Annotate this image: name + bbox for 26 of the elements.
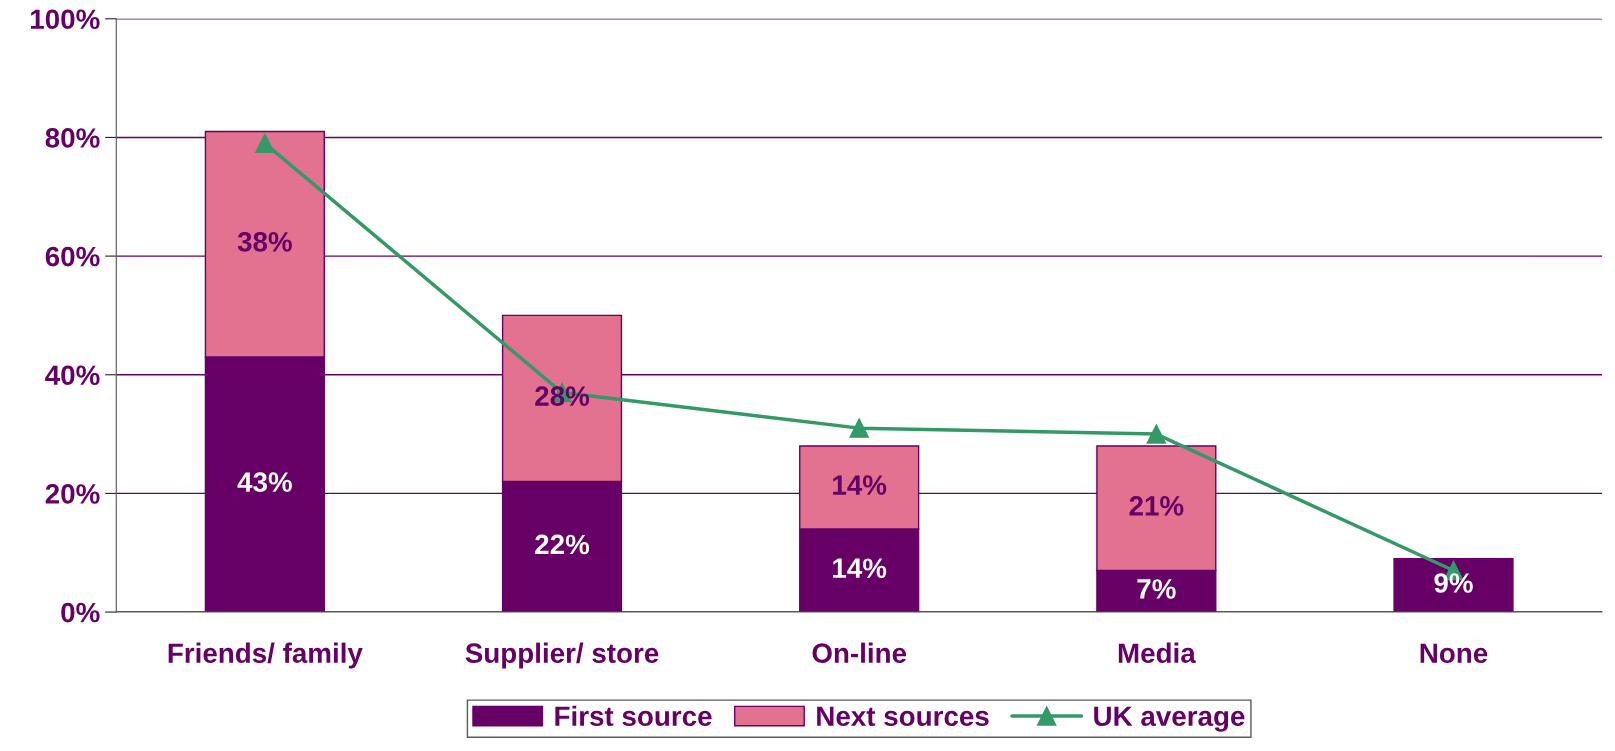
data-label: 9% xyxy=(1434,573,1473,593)
data-label: 22% xyxy=(535,534,590,555)
y-tick-label: 20% xyxy=(45,484,100,504)
x-tick-label: Friends/ family xyxy=(168,642,363,669)
bar xyxy=(1393,557,1514,613)
y-tick-label: 100% xyxy=(31,9,100,30)
data-label: 7% xyxy=(1137,579,1176,599)
x-tick-label: On-line xyxy=(812,642,907,664)
y-tick-label: 40% xyxy=(45,365,100,386)
legend-label: UK average xyxy=(1094,706,1245,732)
x-tick-label: None xyxy=(1420,643,1488,664)
x-tick-label: Supplier/ store xyxy=(465,642,659,669)
data-label: 14% xyxy=(833,475,887,495)
data-label: 14% xyxy=(833,558,887,578)
y-tick-label: 0% xyxy=(61,602,100,623)
data-label: 43% xyxy=(237,472,292,492)
y-tick-label: 60% xyxy=(45,246,100,267)
point xyxy=(849,418,869,438)
point xyxy=(255,133,275,154)
data-label: 21% xyxy=(1129,496,1184,516)
data-label: 38% xyxy=(237,232,292,252)
legend-label: First source xyxy=(555,705,712,727)
legend-label: Next sources xyxy=(817,706,989,727)
point xyxy=(1146,424,1167,444)
x-tick-label: Media xyxy=(1118,642,1196,664)
y-tick-label: 80% xyxy=(45,128,100,148)
